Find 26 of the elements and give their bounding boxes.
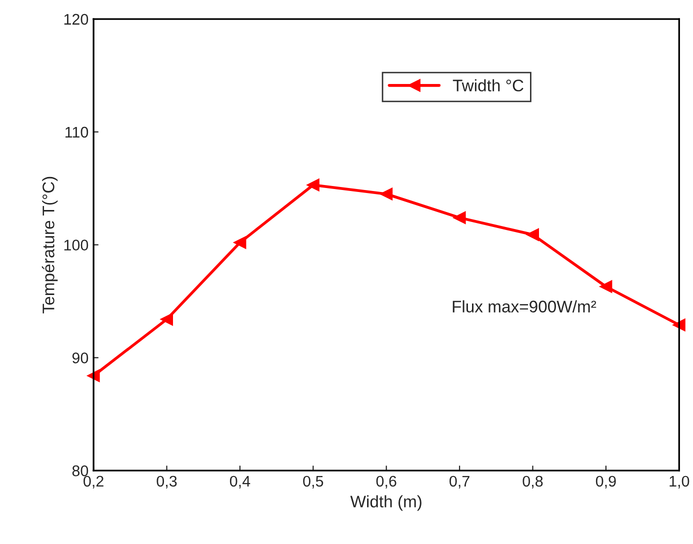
x-tick-label: 0,2 [84,476,104,488]
x-tick-label: 0,4 [230,476,250,488]
x-axis-title: Width (m) [350,495,422,511]
point [306,178,320,192]
x-tick-label: 0,5 [303,476,324,488]
annotation: Flux max=900W/m² [452,300,596,312]
point [380,188,393,200]
y-tick-label: 90 [72,352,88,364]
x-tick-label: 0,6 [376,476,396,488]
x-tick-label: 0,9 [596,476,616,488]
point [234,236,246,249]
point [526,228,539,241]
y-tick-label: 120 [64,14,88,25]
y-tick-label: 100 [64,240,88,250]
legend-label: Twidth °C [452,79,524,92]
point [160,313,174,326]
point [600,280,612,293]
point [672,318,686,332]
x-tick-label: 0,7 [450,476,470,488]
y-axis-title: Température T(°C) [42,176,58,314]
x-tick-label: 1,0 [670,476,690,488]
x-tick-label: 0,8 [522,476,543,488]
x-tick-label: 0,3 [156,476,177,488]
y-tick-label: 80 [72,465,88,476]
point [453,211,466,224]
y-tick-label: 110 [66,126,88,138]
